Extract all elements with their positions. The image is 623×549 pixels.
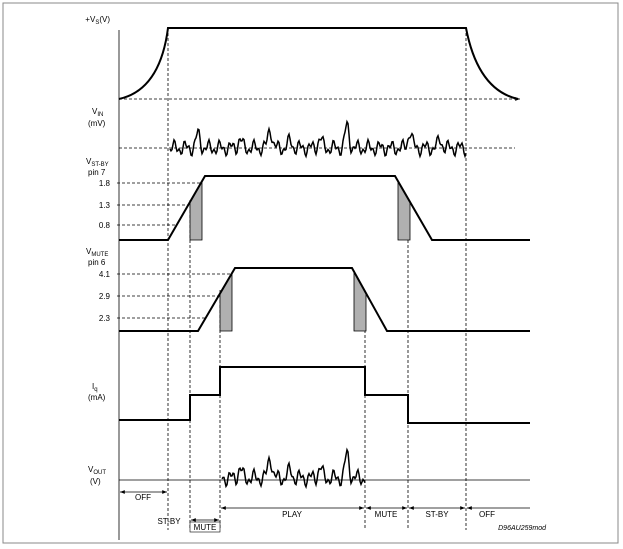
phase-label: PLAY xyxy=(282,510,303,519)
iq-label: Iq xyxy=(92,382,98,393)
frame xyxy=(2,2,619,544)
level-label: 4.1 xyxy=(99,270,111,279)
vs-label: +VS(V) xyxy=(85,15,110,26)
vmute-pin: pin 6 xyxy=(88,258,106,267)
vs-wave xyxy=(118,27,519,100)
vin-label: VIN xyxy=(92,107,103,118)
iq-wave xyxy=(119,366,530,424)
level-guides xyxy=(117,182,201,226)
phase-label: OFF xyxy=(479,510,495,519)
phase-label: OFF xyxy=(135,493,151,502)
iq-unit: (mA) xyxy=(88,393,106,402)
level-label: 2.9 xyxy=(99,292,111,301)
vstby-label: VST-BY xyxy=(86,157,109,168)
vstby-pin: pin 7 xyxy=(88,168,106,177)
drawing-code: D96AU259mod xyxy=(498,525,547,532)
phase-label: ST-BY xyxy=(157,517,181,526)
vmute-wave xyxy=(119,267,530,332)
level-label: 1.3 xyxy=(99,201,111,210)
vout-label: VOUT xyxy=(88,465,106,476)
phase-lines xyxy=(167,28,467,530)
level-label: 1.8 xyxy=(99,179,111,188)
vout-unit: (V) xyxy=(90,477,101,486)
vmute-label: VMUTE xyxy=(86,247,108,258)
level-label: 2.3 xyxy=(99,314,111,323)
vin-unit: (mV) xyxy=(88,119,106,128)
phase-label: MUTE xyxy=(194,523,217,532)
mute-box xyxy=(189,521,221,533)
level-label: 0.8 xyxy=(99,221,111,230)
vout-wave xyxy=(221,447,366,490)
phase-label: MUTE xyxy=(375,510,398,519)
vin-wave xyxy=(169,119,467,159)
phase-arrows xyxy=(120,490,530,522)
phase-label: ST-BY xyxy=(425,510,449,519)
level-guides xyxy=(117,273,231,319)
vstby-wave xyxy=(119,175,530,241)
